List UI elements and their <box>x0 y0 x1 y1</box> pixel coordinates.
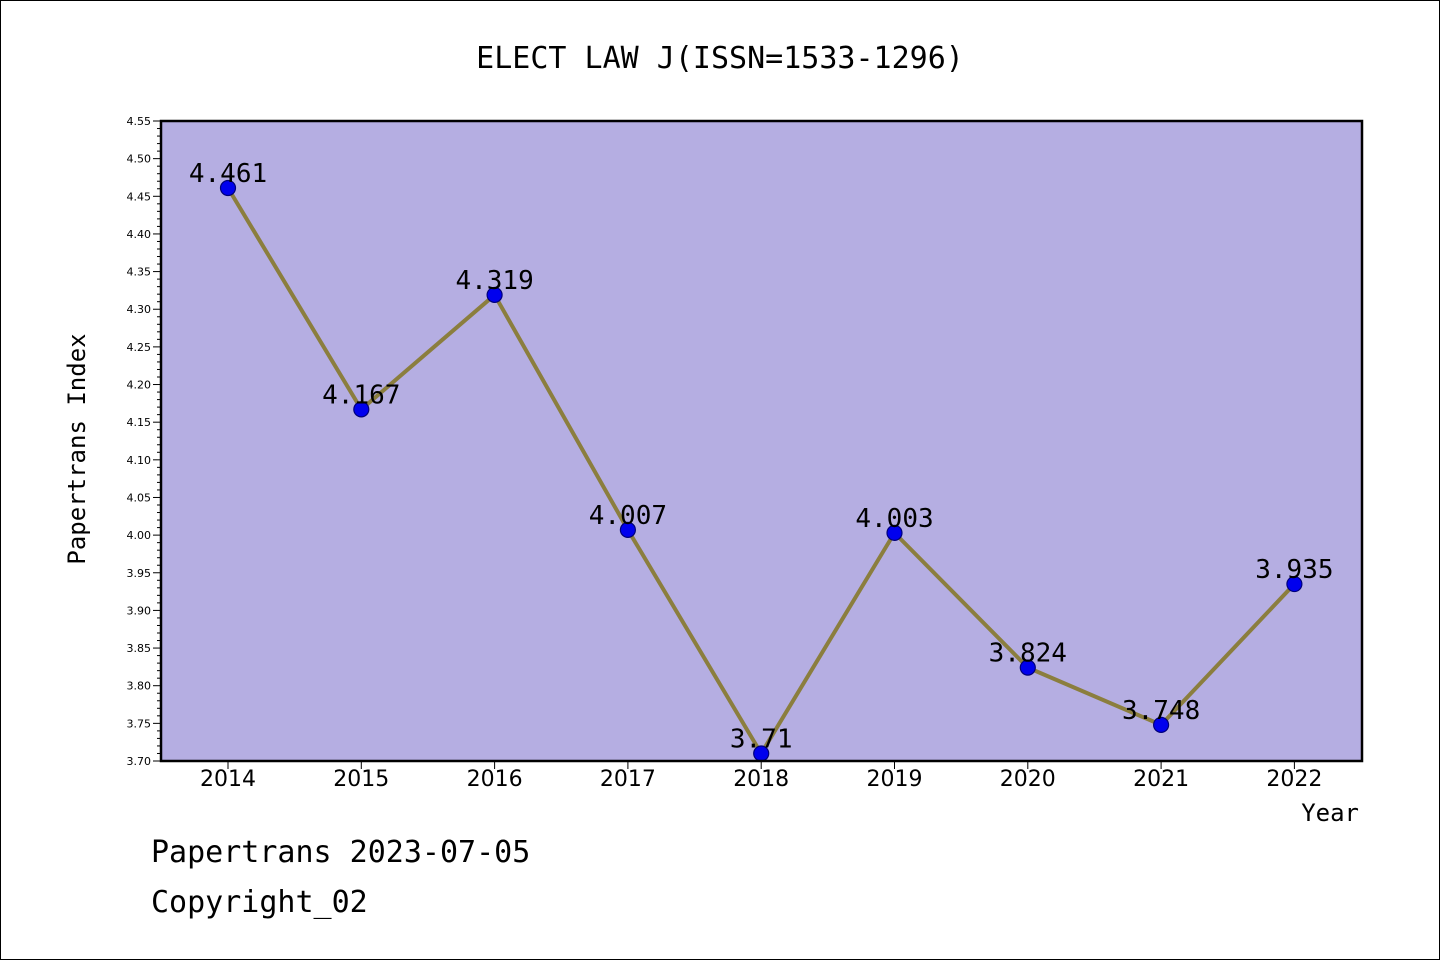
footer-copyright-line: Copyright_02 <box>151 885 368 920</box>
data-point <box>353 401 370 418</box>
y-tick-label: 4.00 <box>127 529 152 542</box>
y-tick-label: 3.95 <box>127 567 152 580</box>
data-label: 3.935 <box>1255 555 1333 585</box>
y-axis: 3.70 3.75 3.80 3.85 3.90 3.95 4.00 4.05 4.10 4.15… <box>127 115 161 768</box>
x-tick-label: 2017 <box>600 767 656 792</box>
y-tick-label: 4.55 <box>127 115 152 128</box>
y-tick-label: 4.40 <box>127 228 152 241</box>
chart-title: ELECT LAW J(ISSN=1533-1296) <box>476 41 964 76</box>
data-series <box>219 179 1303 762</box>
y-tick-label: 3.70 <box>127 755 152 768</box>
data-label: 4.007 <box>589 501 667 531</box>
x-tick-label: 2020 <box>1000 767 1056 792</box>
y-tick-label: 3.80 <box>127 680 152 693</box>
footer-date-line: Papertrans 2023-07-05 <box>151 835 531 870</box>
y-tick-label: 4.20 <box>127 379 152 392</box>
data-label: 4.003 <box>855 504 933 534</box>
x-axis: 2014 2015 2016 2017 2018 2019 2020 2021 2022 <box>200 761 1322 792</box>
y-tick-label: 3.75 <box>127 717 152 730</box>
y-tick-label: 3.90 <box>127 604 152 617</box>
data-point <box>486 286 503 304</box>
data-labels: 4.461 4.167 4.319 4.007 3.71 4.003 3.824 3.748 3… <box>189 159 1334 754</box>
data-point <box>1152 716 1170 733</box>
x-tick-label: 2014 <box>200 767 256 792</box>
x-tick-label: 2016 <box>467 767 523 792</box>
y-tick-label: 3.85 <box>127 642 152 655</box>
data-label: 4.461 <box>189 159 267 189</box>
data-point <box>619 521 637 538</box>
data-point <box>219 179 237 197</box>
x-axis-title: Year <box>1301 799 1359 827</box>
y-tick-label: 4.35 <box>127 266 152 279</box>
data-label: 4.167 <box>322 380 400 410</box>
y-tick-label: 4.05 <box>127 491 152 504</box>
data-label: 3.824 <box>989 639 1067 669</box>
data-point <box>1019 659 1036 676</box>
x-tick-label: 2022 <box>1266 767 1322 792</box>
data-label: 3.748 <box>1122 696 1200 726</box>
data-point <box>886 524 903 541</box>
data-label: 3.71 <box>730 724 793 754</box>
y-axis-title: Papertrans Index <box>63 333 91 564</box>
y-tick-label: 4.10 <box>127 454 152 467</box>
x-tick-label: 2019 <box>867 767 923 792</box>
y-tick-label: 4.45 <box>127 190 152 203</box>
y-tick-label: 4.15 <box>127 416 152 429</box>
data-point <box>1286 575 1303 593</box>
y-tick-label: 4.25 <box>127 341 152 354</box>
plot-area <box>161 121 1362 761</box>
plot-border <box>159 119 1364 763</box>
y-tick-label: 4.50 <box>127 153 152 166</box>
data-label: 4.319 <box>455 266 533 296</box>
y-tick-label: 4.30 <box>127 303 152 316</box>
x-tick-label: 2018 <box>733 767 789 792</box>
x-tick-label: 2015 <box>333 767 389 792</box>
x-tick-label: 2021 <box>1133 767 1189 792</box>
